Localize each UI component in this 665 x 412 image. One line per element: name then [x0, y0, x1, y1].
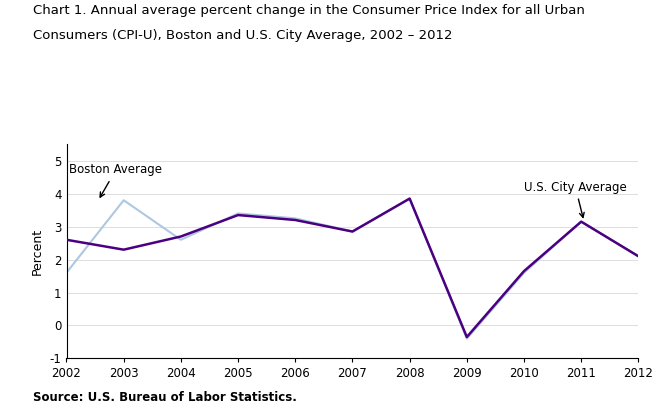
Text: Chart 1. Annual average percent change in the Consumer Price Index for all Urban: Chart 1. Annual average percent change i… — [33, 4, 585, 17]
Text: Source: U.S. Bureau of Labor Statistics.: Source: U.S. Bureau of Labor Statistics. — [33, 391, 297, 404]
Y-axis label: Percent: Percent — [31, 228, 44, 275]
Text: Consumers (CPI-U), Boston and U.S. City Average, 2002 – 2012: Consumers (CPI-U), Boston and U.S. City … — [33, 29, 453, 42]
Text: U.S. City Average: U.S. City Average — [524, 180, 627, 218]
Text: Boston Average: Boston Average — [69, 164, 162, 197]
